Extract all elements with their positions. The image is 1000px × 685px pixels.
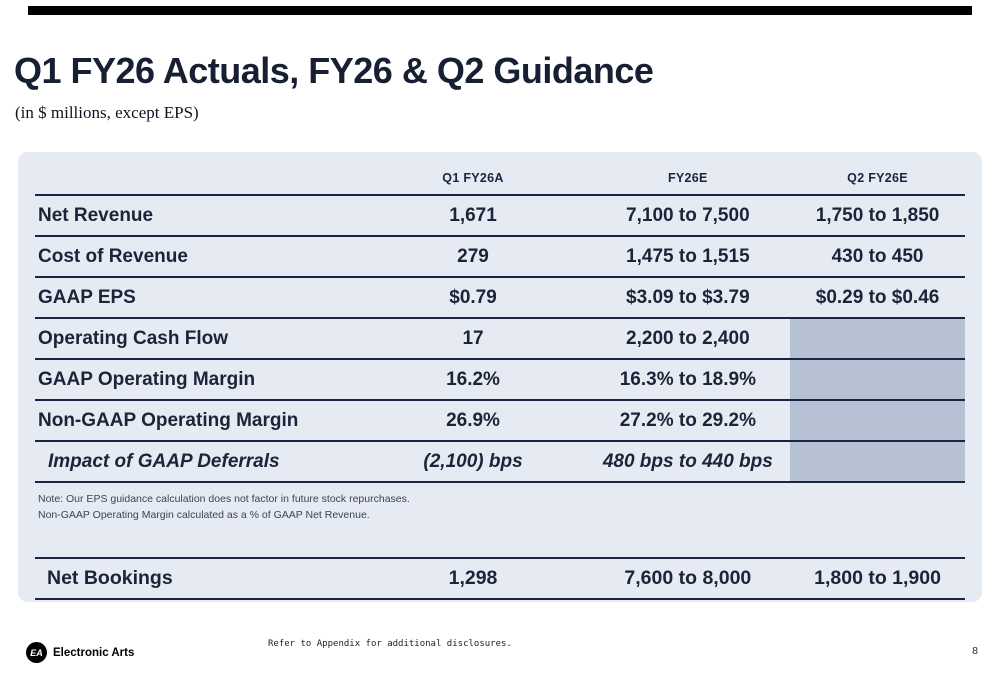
row-label: Operating Cash Flow <box>38 327 229 349</box>
fy-value: 16.3% to 18.9% <box>619 368 756 390</box>
brand-footer: EA Electronic Arts <box>26 642 134 663</box>
fy-value: 27.2% to 29.2% <box>619 409 756 431</box>
page-number: 8 <box>972 645 978 657</box>
q2-value: 1,750 to 1,850 <box>815 204 940 226</box>
row-label: Cost of Revenue <box>38 245 188 267</box>
column-header-fy26e: FY26E <box>667 171 708 185</box>
shaded-cell <box>790 319 965 358</box>
q1-value: $0.79 <box>449 286 497 308</box>
q2-value: 430 to 450 <box>831 245 924 267</box>
row-label: Impact of GAAP Deferrals <box>48 450 280 472</box>
row-label: GAAP EPS <box>38 286 136 308</box>
brand-name: Electronic Arts <box>53 646 135 659</box>
q2-value: $0.29 to $0.46 <box>815 286 940 308</box>
ea-logo-icon: EA <box>26 642 47 663</box>
footnotes: Note: Our EPS guidance calculation does … <box>35 483 965 524</box>
table-row-operating-cash-flow: Operating Cash Flow 17 2,200 to 2,400 <box>35 319 965 360</box>
fy-value: $3.09 to $3.79 <box>626 286 750 308</box>
footnote-line: Non-GAAP Operating Margin calculated as … <box>38 508 370 521</box>
fy-value: 7,600 to 8,000 <box>624 566 752 589</box>
footnote-line: Note: Our EPS guidance calculation does … <box>38 493 410 505</box>
q1-value: 1,671 <box>449 204 497 226</box>
column-header-q1-fy26a: Q1 FY26A <box>442 171 504 185</box>
q1-value: 16.2% <box>446 368 500 390</box>
table-row-impact-of-gaap-deferrals: Impact of GAAP Deferrals (2,100) bps 480… <box>35 442 965 483</box>
guidance-table-panel: Q1 FY26A FY26E Q2 FY26E Net Revenue 1,67… <box>18 152 982 602</box>
q2-value: 1,800 to 1,900 <box>814 566 941 589</box>
q1-value: 279 <box>457 245 489 267</box>
q1-value: 1,298 <box>448 566 498 589</box>
fy-value: 2,200 to 2,400 <box>626 327 750 349</box>
page-subtitle: (in $ millions, except EPS) <box>15 103 199 122</box>
q1-value: 26.9% <box>446 409 500 431</box>
shaded-cell <box>790 401 965 440</box>
fy-value: 7,100 to 7,500 <box>626 204 750 226</box>
row-label: Non-GAAP Operating Margin <box>38 409 299 431</box>
q1-value: 17 <box>462 327 484 349</box>
table-row-net-bookings: Net Bookings 1,298 7,600 to 8,000 1,800 … <box>35 556 965 600</box>
table-row-non-gaap-operating-margin: Non-GAAP Operating Margin 26.9% 27.2% to… <box>35 401 965 442</box>
q1-value: (2,100) bps <box>423 450 523 472</box>
column-header-q2-fy26e: Q2 FY26E <box>847 171 908 185</box>
shaded-cell <box>790 360 965 399</box>
appendix-disclosure-note: Refer to Appendix for additional disclos… <box>268 639 512 649</box>
row-label: GAAP Operating Margin <box>38 368 256 390</box>
table-header-row: Q1 FY26A FY26E Q2 FY26E <box>35 152 965 196</box>
row-label: Net Bookings <box>47 566 173 589</box>
row-label: Net Revenue <box>38 204 154 226</box>
fy-value: 480 bps to 440 bps <box>602 450 773 472</box>
table-row-cost-of-revenue: Cost of Revenue 279 1,475 to 1,515 430 t… <box>35 237 965 278</box>
header-spacer <box>35 152 361 194</box>
shaded-cell <box>790 442 965 481</box>
table-row-gaap-eps: GAAP EPS $0.79 $3.09 to $3.79 $0.29 to $… <box>35 278 965 319</box>
table-row-net-revenue: Net Revenue 1,671 7,100 to 7,500 1,750 t… <box>35 196 965 237</box>
table-row-gaap-operating-margin: GAAP Operating Margin 16.2% 16.3% to 18.… <box>35 360 965 401</box>
top-accent-bar <box>28 6 972 15</box>
fy-value: 1,475 to 1,515 <box>626 245 750 267</box>
page-title: Q1 FY26 Actuals, FY26 & Q2 Guidance <box>14 50 654 91</box>
